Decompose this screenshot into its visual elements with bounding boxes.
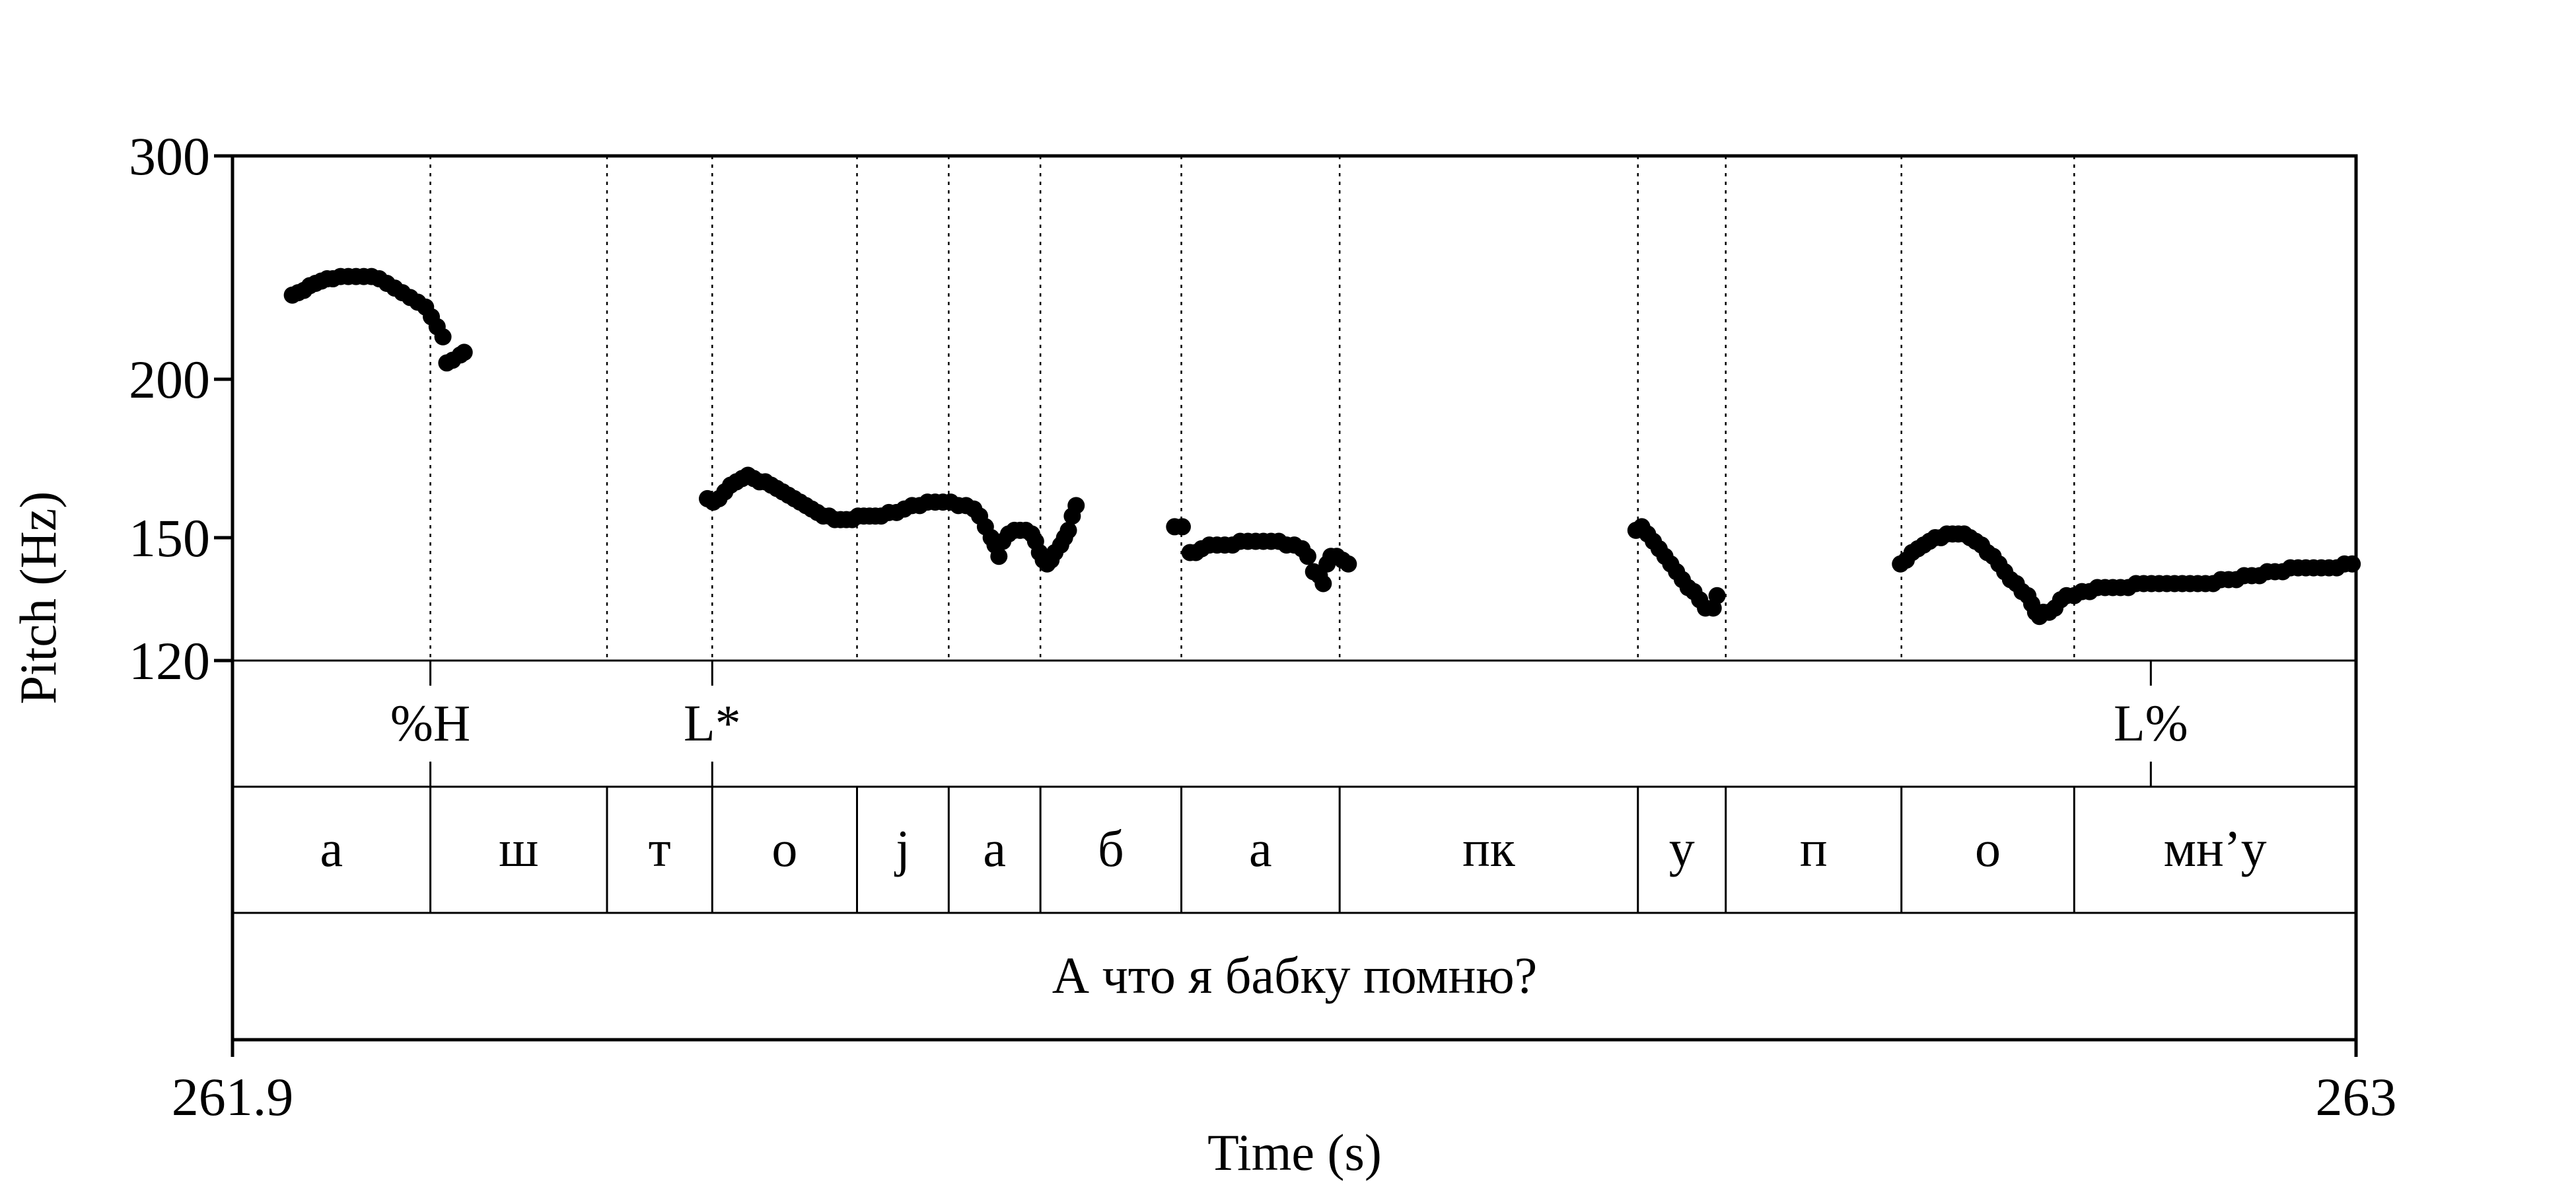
segment-label: а <box>1249 820 1272 877</box>
y-tick-label: 150 <box>129 508 210 568</box>
segment-label: мн’у <box>2164 820 2267 877</box>
segment-label: а <box>320 820 343 877</box>
tone-label: L% <box>2114 694 2188 752</box>
x-axis-ticks: 261.9 263 <box>172 1040 2397 1127</box>
segment-tier: а ш т о j а б а пк у п о мн’у <box>320 820 2266 877</box>
pitch-point <box>1059 521 1077 539</box>
pitch-point <box>1340 555 1357 573</box>
tone-label: L* <box>684 694 741 752</box>
segment-label: т <box>649 820 671 877</box>
x-tick-label: 261.9 <box>172 1067 294 1127</box>
y-tick-label: 200 <box>129 349 210 410</box>
pitch-point <box>455 343 473 361</box>
x-axis-title: Time (s) <box>1207 1124 1382 1181</box>
pitch-point <box>1314 575 1332 593</box>
tone-tier: %H L* L% <box>390 661 2188 787</box>
segment-label: а <box>983 820 1006 877</box>
segment-label: j <box>894 820 910 877</box>
segment-label: б <box>1098 820 1124 877</box>
segment-label: у <box>1669 820 1695 877</box>
pitch-point <box>990 548 1008 565</box>
pitch-point <box>434 328 452 345</box>
y-tick-label: 120 <box>129 631 210 691</box>
y-axis-ticks: 300 200 150 120 <box>129 126 233 691</box>
segment-boundaries <box>429 156 2075 913</box>
pitch-point <box>2343 555 2361 573</box>
pitch-point <box>1173 518 1191 536</box>
segment-label: пк <box>1462 820 1515 877</box>
x-tick-label: 263 <box>2316 1067 2397 1127</box>
tone-label: %H <box>390 694 470 752</box>
y-axis-title: Pitch (Hz) <box>9 491 67 705</box>
segment-label: о <box>1975 820 2001 877</box>
sentence-label: А что я бабку помню? <box>1052 947 1538 1004</box>
pitch-point <box>1067 497 1085 515</box>
segment-label: о <box>771 820 797 877</box>
y-tick-label: 300 <box>129 126 210 186</box>
segment-label: п <box>1800 820 1828 877</box>
segment-label: ш <box>499 820 538 877</box>
pitch-points <box>283 268 2361 626</box>
pitch-point <box>1299 548 1316 565</box>
plot-frame <box>231 154 2358 1042</box>
pitch-point <box>1708 587 1726 604</box>
